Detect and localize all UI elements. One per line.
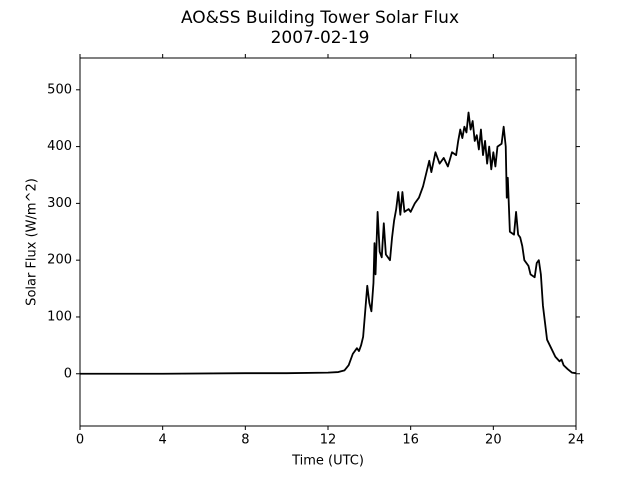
y-tick-label: 0 — [64, 366, 72, 381]
x-tick-label: 16 — [402, 433, 419, 448]
y-tick-label: 300 — [47, 196, 72, 211]
y-axis-label: Solar Flux (W/m^2) — [25, 178, 40, 306]
chart-title: AO&SS Building Tower Solar Flux — [181, 8, 459, 28]
chart-subtitle: 2007-02-19 — [271, 28, 370, 48]
x-axis-label: Time (UTC) — [291, 454, 364, 469]
plot-frame — [79, 57, 577, 427]
y-tick-label: 400 — [47, 139, 72, 154]
x-tick-label: 12 — [320, 433, 337, 448]
y-tick-label: 500 — [47, 82, 72, 97]
x-tick-label: 8 — [241, 433, 249, 448]
y-tick-label: 100 — [47, 309, 72, 324]
x-tick-label: 20 — [485, 433, 502, 448]
y-tick-label: 200 — [47, 253, 72, 268]
line — [80, 111, 577, 375]
x-tick-label: 24 — [568, 433, 585, 448]
x-tick-label: 0 — [76, 433, 84, 448]
x-tick-label: 4 — [159, 433, 167, 448]
